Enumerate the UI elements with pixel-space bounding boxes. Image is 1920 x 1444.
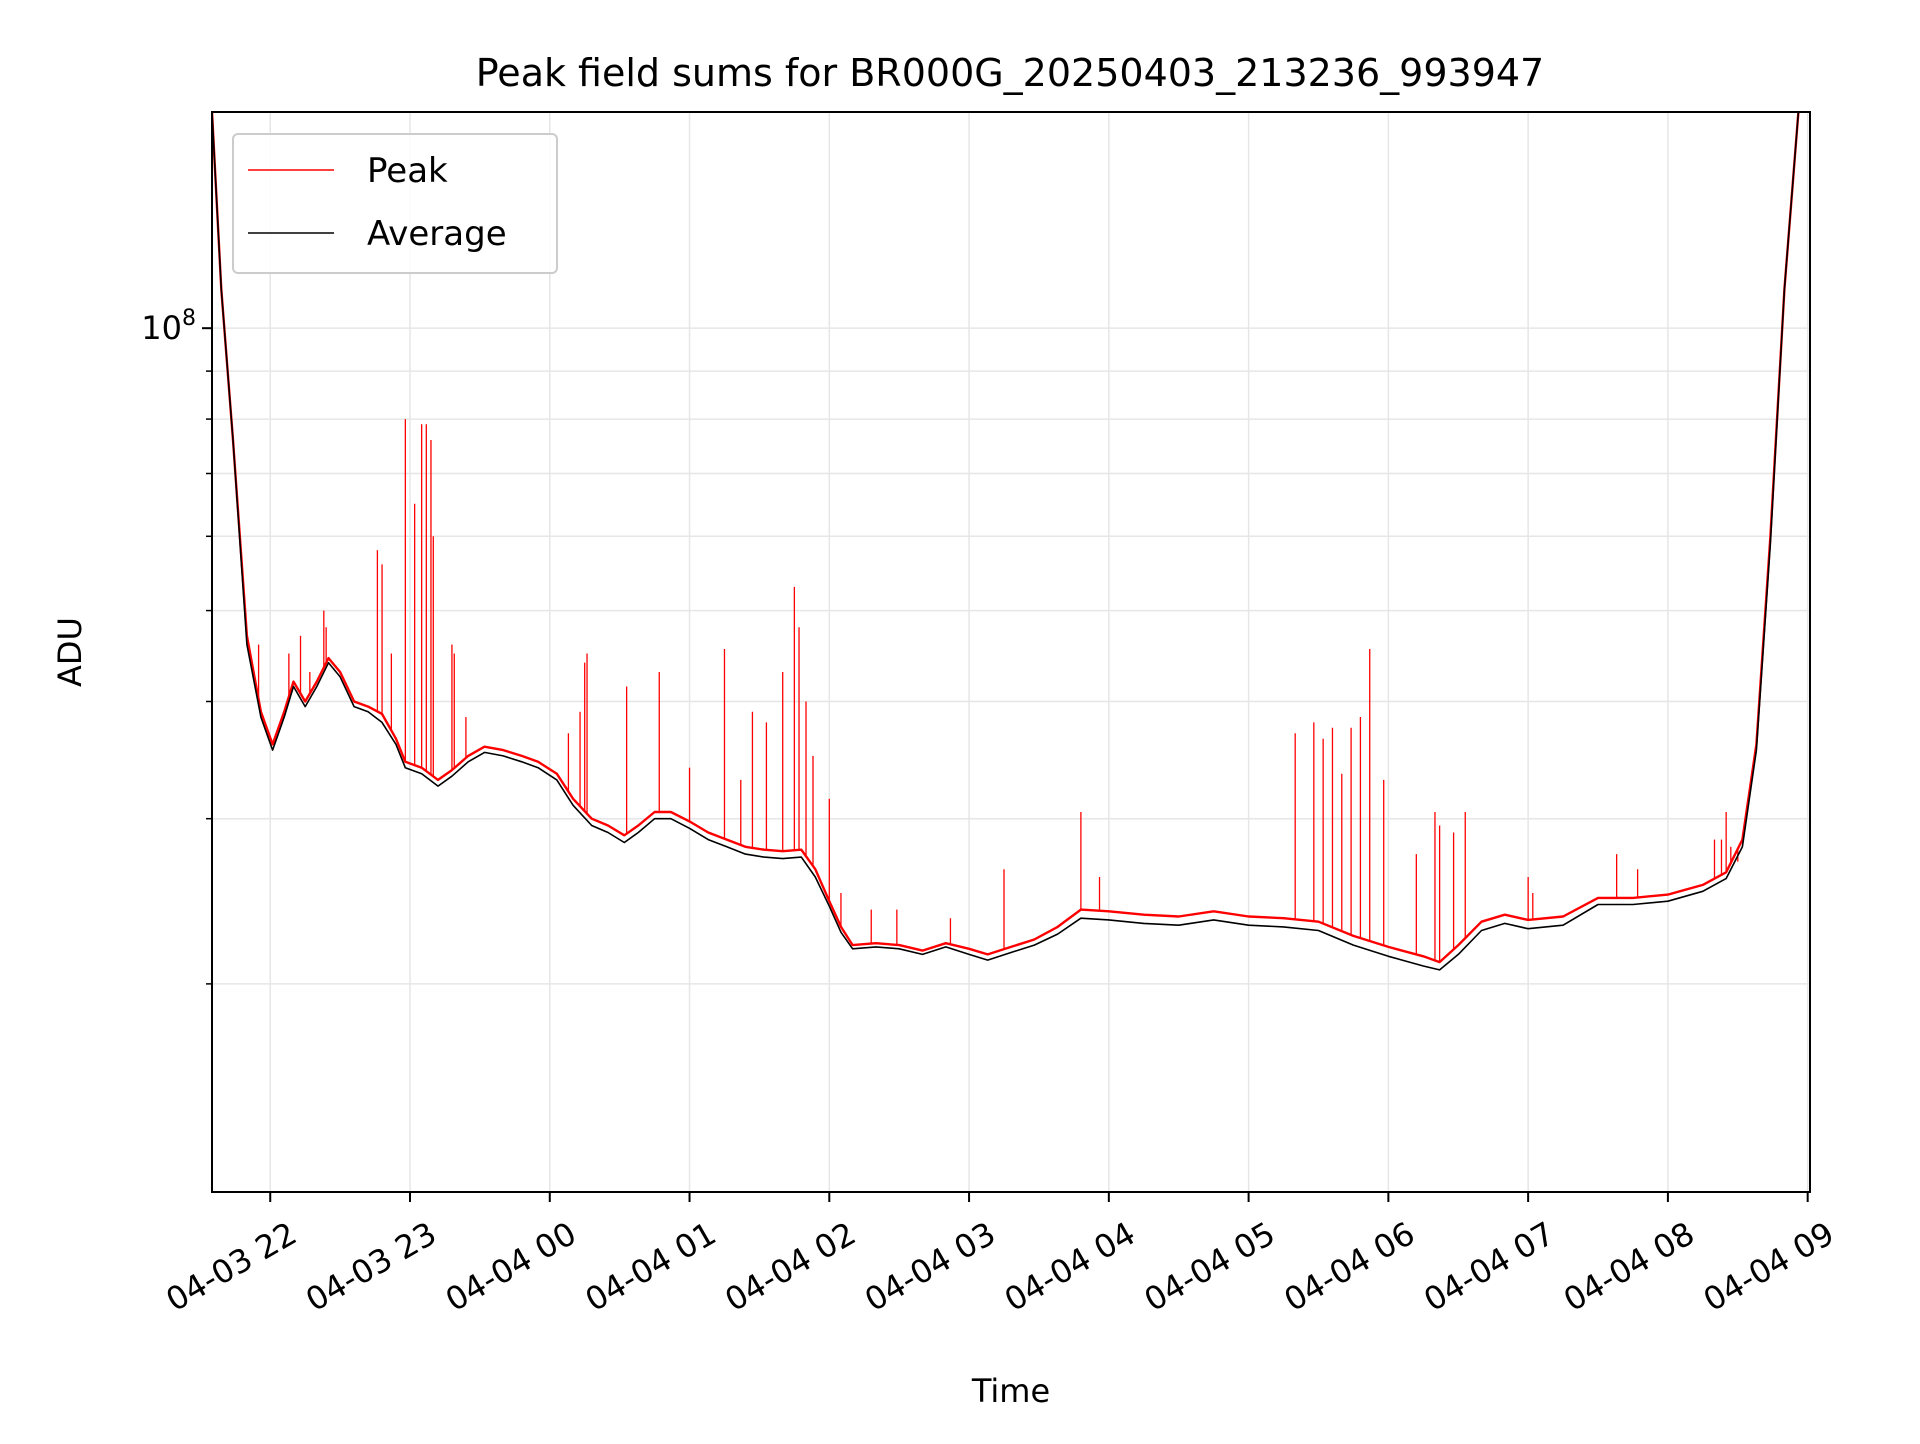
y-axis-label: ADU	[51, 617, 89, 687]
y-tick-label-base: 10	[141, 309, 182, 347]
series-line-peak	[212, 112, 1800, 964]
y-tick-label: 108	[141, 306, 196, 347]
chart-title: Peak field sums for BR000G_20250403_2132…	[476, 51, 1544, 95]
series-average	[212, 112, 1800, 971]
plot-frame	[211, 111, 1811, 1193]
series-layer	[212, 112, 1800, 971]
grid	[212, 112, 1810, 1192]
legend-label-average: Average	[367, 214, 507, 254]
legend-label-peak: Peak	[367, 151, 448, 191]
legend-box	[232, 133, 558, 274]
y-tick-label-exponent: 8	[182, 306, 196, 331]
x-axis-label: Time	[971, 1372, 1050, 1410]
series-line-average	[212, 112, 1800, 971]
series-peak	[212, 112, 1800, 964]
legend: Peak Average	[232, 133, 558, 274]
